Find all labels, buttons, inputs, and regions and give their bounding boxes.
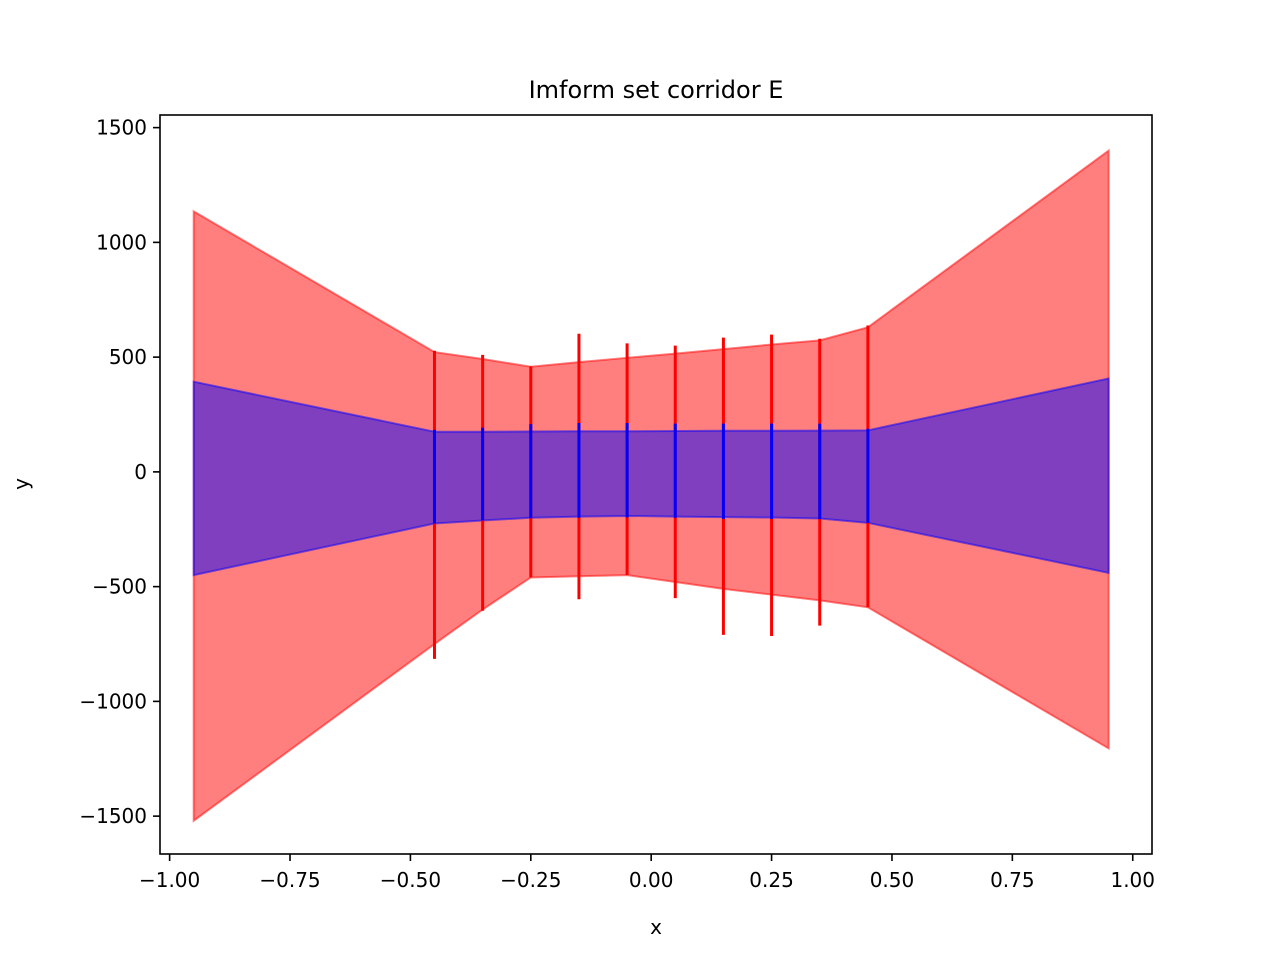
x-tick-label: 0.25 [749, 868, 794, 892]
x-axis: −1.00 −0.75 −0.50 −0.25 0.00 0.25 0.50 0.75 1.00 [139, 854, 1155, 892]
axes-frame [159, 114, 1153, 855]
plot-area [192, 148, 1110, 823]
y-axis: −1500 −1000 −500 0 500 1000 1500 [79, 116, 160, 828]
x-tick-label: 0.75 [990, 868, 1035, 892]
x-tick-label: −0.25 [500, 868, 561, 892]
y-axis-label: y [9, 478, 33, 490]
y-tick-label: −500 [92, 575, 147, 599]
x-tick-label: −0.50 [380, 868, 441, 892]
chart-title: Imform set corridor E [529, 76, 784, 104]
x-tick-label: 0.50 [870, 868, 915, 892]
x-tick-label: 0.00 [629, 868, 674, 892]
y-tick-label: 1000 [96, 230, 147, 254]
y-tick-label: 500 [109, 345, 147, 369]
y-tick-label: 0 [134, 460, 147, 484]
y-tick-label: −1500 [79, 804, 147, 828]
x-tick-label: −0.75 [259, 868, 320, 892]
y-tick-label: 1500 [96, 116, 147, 140]
x-tick-label: 1.00 [1110, 868, 1155, 892]
x-tick-label: −1.00 [139, 868, 200, 892]
x-axis-label: x [650, 915, 662, 939]
y-tick-label: −1000 [79, 689, 147, 713]
